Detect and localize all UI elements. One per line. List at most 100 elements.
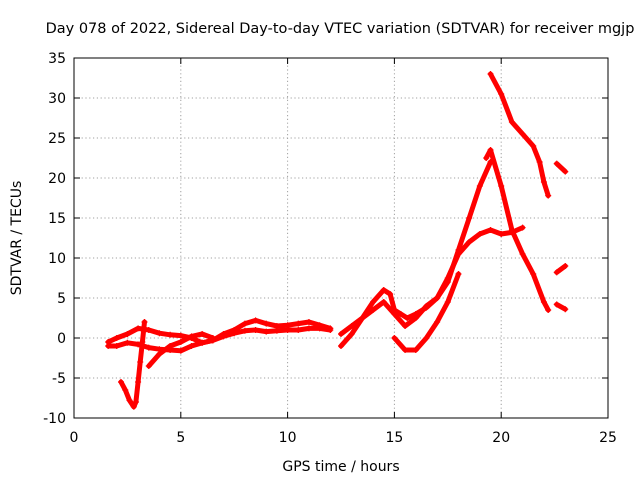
- data-point: [434, 319, 441, 325]
- x-axis-label: GPS time / hours: [282, 459, 399, 475]
- chart-title: Day 078 of 2022, Sidereal Day-to-day VTE…: [46, 21, 635, 37]
- data-point: [466, 215, 473, 221]
- data-point: [370, 299, 377, 305]
- series-arc-10: [553, 160, 569, 175]
- series-trace: [338, 159, 493, 337]
- data-point: [519, 251, 526, 257]
- data-point: [124, 339, 131, 346]
- data-point: [117, 379, 124, 385]
- data-point: [519, 131, 526, 137]
- data-point: [508, 227, 515, 233]
- series-arc-6: [338, 159, 494, 337]
- data-point: [348, 331, 355, 337]
- data-point: [252, 327, 259, 333]
- data-point: [359, 315, 366, 321]
- series-arc-9: [487, 71, 552, 199]
- data-point: [113, 343, 120, 349]
- data-point: [177, 339, 184, 345]
- x-tick-label: 0: [70, 430, 79, 446]
- data-point: [273, 327, 280, 334]
- data-point: [135, 325, 142, 332]
- data-point: [380, 287, 387, 293]
- y-tick-label: -5: [52, 371, 66, 387]
- data-point: [498, 91, 505, 97]
- data-point: [434, 295, 441, 301]
- data-point: [530, 271, 537, 277]
- y-tick-label: 20: [48, 171, 66, 187]
- data-point: [252, 317, 259, 324]
- data-point: [177, 347, 184, 354]
- data-point: [402, 323, 409, 329]
- data-point: [380, 299, 387, 305]
- x-tick-label: 5: [176, 430, 185, 446]
- axis-ticks: 0 5 10 15 20 25 -10 -5 0 5 10 15 20 25 30 35: [43, 51, 617, 446]
- series-arc-4: [145, 331, 216, 369]
- data-point: [455, 247, 462, 253]
- data-point: [519, 224, 526, 231]
- y-tick-label: 5: [57, 291, 66, 307]
- grid: [74, 58, 608, 418]
- data-point: [241, 327, 248, 334]
- data-point: [177, 332, 184, 339]
- data-point: [137, 359, 144, 365]
- y-tick-label: 10: [48, 251, 66, 267]
- data-point: [466, 239, 473, 245]
- data-point: [536, 159, 543, 165]
- y-tick-label: 35: [48, 51, 66, 67]
- data-point: [338, 343, 344, 349]
- data-point: [423, 335, 430, 341]
- data-point: [348, 323, 355, 329]
- series-arc-3: [117, 319, 148, 410]
- data-point: [327, 327, 334, 333]
- y-tick-label: 0: [57, 331, 66, 347]
- data-series: [105, 71, 569, 410]
- data-point: [530, 143, 537, 149]
- data-point: [370, 307, 377, 313]
- data-point: [540, 299, 547, 305]
- series-arc-7: [391, 271, 462, 353]
- data-point: [444, 299, 451, 305]
- data-point: [105, 343, 112, 349]
- data-point: [508, 119, 515, 125]
- data-point: [188, 343, 195, 349]
- series-trace: [554, 301, 568, 312]
- series-arc-8: [483, 147, 552, 313]
- series-arc-12: [553, 301, 569, 313]
- data-point: [156, 330, 163, 337]
- data-point: [487, 227, 494, 233]
- y-axis-label: SDTVAR / TECUs: [9, 181, 25, 296]
- data-point: [562, 263, 569, 269]
- data-point: [141, 319, 148, 325]
- data-point: [156, 351, 163, 357]
- data-point: [135, 379, 142, 385]
- data-point: [487, 71, 494, 77]
- data-point: [423, 303, 430, 309]
- data-point: [540, 179, 547, 185]
- data-point: [391, 311, 398, 317]
- data-point: [391, 335, 398, 341]
- data-point: [199, 331, 206, 337]
- data-point: [476, 183, 483, 189]
- data-point: [402, 347, 409, 353]
- data-point: [487, 147, 494, 153]
- data-point: [412, 347, 419, 353]
- data-point: [167, 343, 174, 349]
- data-point: [126, 397, 133, 404]
- data-point: [338, 331, 344, 337]
- data-point: [167, 331, 174, 338]
- plot-frame: [73, 57, 609, 419]
- series-trace: [554, 161, 568, 175]
- data-point: [444, 279, 451, 285]
- data-point: [145, 327, 152, 333]
- data-point: [124, 331, 131, 337]
- data-point: [263, 320, 270, 327]
- data-point: [553, 301, 560, 308]
- data-point: [387, 291, 394, 297]
- data-point: [545, 307, 552, 313]
- data-point: [241, 320, 248, 327]
- data-point: [498, 183, 505, 189]
- data-point: [553, 269, 560, 276]
- data-point: [295, 327, 302, 333]
- data-point: [113, 335, 120, 341]
